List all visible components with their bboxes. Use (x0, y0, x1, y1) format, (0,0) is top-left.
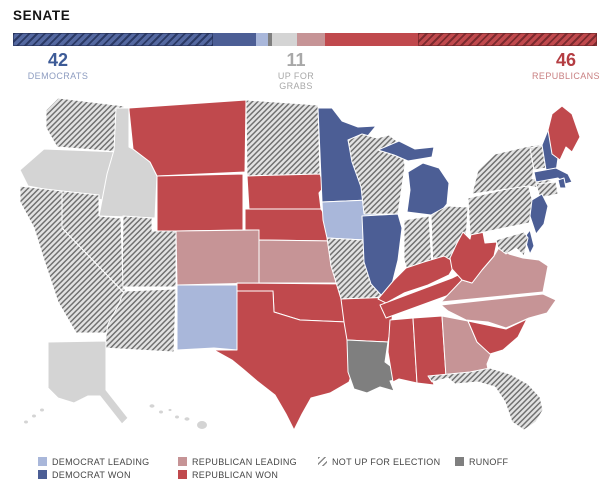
state-ME[interactable] (547, 105, 581, 161)
legend-label: DEMOCRAT WON (52, 469, 131, 480)
legend-swatch-icon (38, 470, 47, 479)
legend-item-republican-leading: REPUBLICAN LEADING (178, 456, 297, 467)
bar-segment-dem-not-up (13, 33, 214, 46)
state-TX[interactable] (213, 290, 358, 431)
state-HI[interactable] (167, 407, 173, 413)
up-for-grabs-label-line1: UP FOR (277, 70, 315, 81)
up-for-grabs-count: 11 (286, 50, 306, 70)
page-title: SENATE (13, 8, 71, 23)
totals-row: 42 DEMOCRATS 11 UP FOR GRABS 46 REPUBLIC… (0, 50, 610, 91)
state-MI[interactable] (377, 140, 435, 162)
democrats-count: 42 (47, 50, 69, 70)
state-KS[interactable] (258, 239, 339, 284)
bar-segment-runoff (267, 33, 272, 46)
state-MA[interactable] (533, 167, 573, 185)
state-FL[interactable] (427, 367, 544, 431)
state-NM[interactable] (176, 284, 238, 351)
legend-swatch-icon (178, 457, 187, 466)
legend-swatch-icon (455, 457, 464, 466)
us-map (19, 97, 581, 431)
state-MI[interactable] (406, 162, 450, 216)
legend-item-runoff: RUNOFF (455, 456, 508, 467)
bar-segment-rep-won (324, 33, 418, 46)
up-for-grabs-total: 11 UP FOR GRABS (246, 50, 346, 91)
legend-swatch-icon (38, 457, 47, 466)
legend-item-democrat-leading: DEMOCRAT LEADING (38, 456, 149, 467)
legend-label: RUNOFF (469, 456, 509, 467)
legend-item-not-up-for-election: NOT UP FOR ELECTION (318, 456, 440, 467)
legend-item-democrat-won: DEMOCRAT WON (38, 469, 131, 480)
republicans-count: 46 (555, 50, 577, 70)
up-for-grabs-label-line2: GRABS (279, 81, 313, 92)
legend-label: DEMOCRAT LEADING (52, 456, 150, 467)
state-NC[interactable] (440, 293, 557, 329)
state-AK[interactable] (23, 419, 29, 425)
state-HI[interactable] (183, 416, 191, 422)
state-RI[interactable] (557, 177, 567, 189)
democrats-total: 42 DEMOCRATS (13, 50, 103, 81)
legend-label: REPUBLICAN WON (192, 469, 279, 480)
bar-segment-rep-leading (296, 33, 325, 46)
republicans-total: 46 REPUBLICANS (524, 50, 608, 81)
state-HI[interactable] (148, 403, 156, 409)
state-MD[interactable] (495, 231, 529, 257)
state-NH[interactable] (541, 129, 559, 173)
state-WY[interactable] (156, 173, 244, 232)
legend-swatch-icon (318, 457, 327, 466)
state-AK[interactable] (47, 340, 129, 425)
state-MS[interactable] (387, 317, 418, 384)
legend-swatch-icon (178, 470, 187, 479)
state-CO[interactable] (175, 229, 260, 286)
state-HI[interactable] (158, 409, 164, 415)
state-SD[interactable] (246, 173, 325, 210)
bar-segment-dem-won (213, 33, 256, 46)
state-HI[interactable] (174, 414, 180, 420)
legend: DEMOCRAT LEADING DEMOCRAT WON REPUBLICAN L… (0, 450, 610, 490)
state-HI[interactable] (196, 420, 208, 430)
democrats-label: DEMOCRATS (27, 70, 89, 81)
legend-label: REPUBLICAN LEADING (192, 456, 297, 467)
state-AK[interactable] (31, 413, 37, 419)
state-WA[interactable] (45, 97, 125, 153)
state-ND[interactable] (245, 99, 321, 177)
state-SC[interactable] (467, 318, 528, 355)
balance-of-power-bar (13, 33, 597, 46)
state-LA[interactable] (346, 339, 400, 394)
bar-segment-dem-leading (255, 33, 268, 46)
bar-segment-undecided (271, 33, 297, 46)
state-AK[interactable] (39, 407, 45, 413)
legend-label: NOT UP FOR ELECTION (332, 456, 441, 467)
legend-item-republican-won: REPUBLICAN WON (178, 469, 278, 480)
bar-segment-rep-not-up (417, 33, 597, 46)
state-WV[interactable] (449, 226, 498, 284)
state-NJ[interactable] (529, 193, 549, 235)
republicans-label: REPUBLICANS (532, 70, 600, 81)
